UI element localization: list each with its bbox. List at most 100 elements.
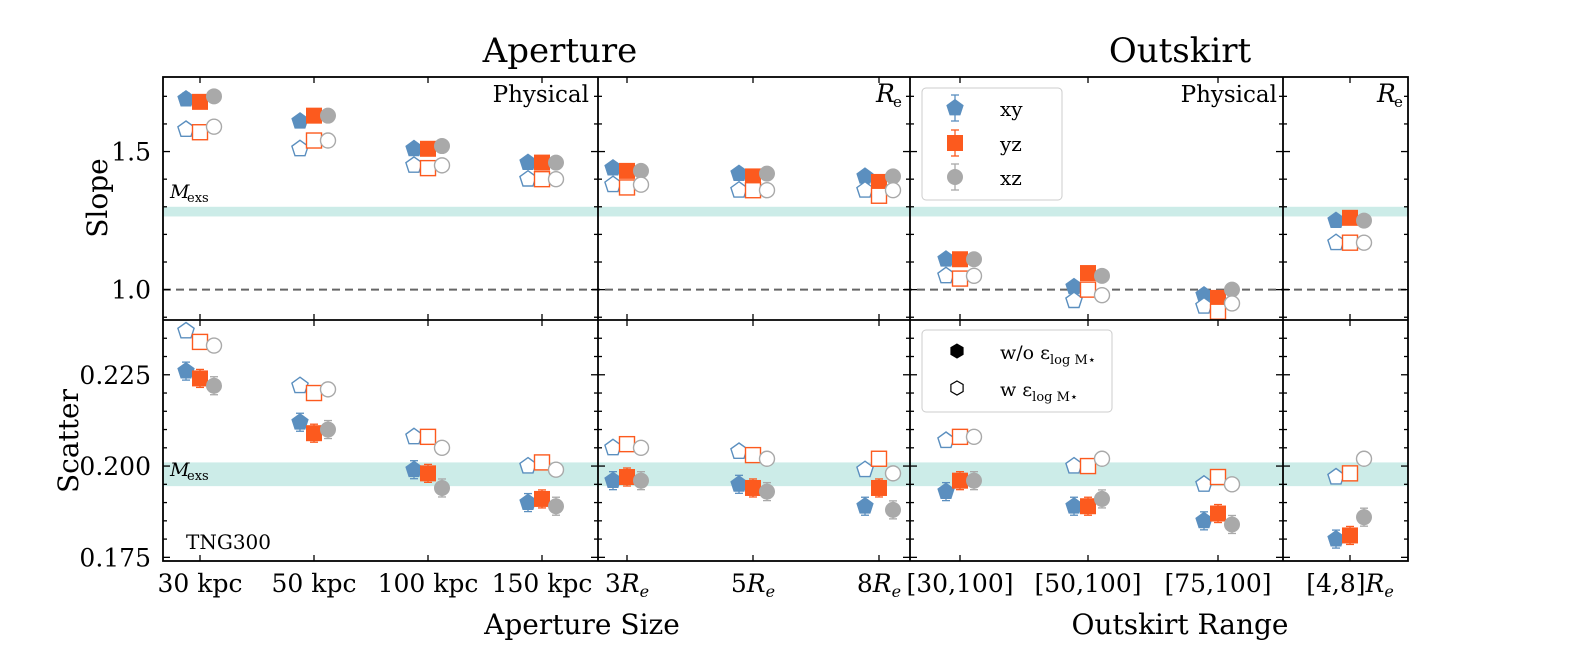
marker-slope-xy-without-err <box>177 89 195 107</box>
y-tick-label-scatter: 0.225 <box>79 361 151 390</box>
marker-scatter-xz-with-err <box>547 461 565 478</box>
x-tick-label: 5Re <box>731 569 775 601</box>
marker-scatter-xz-without-err <box>633 472 649 489</box>
marker-scatter-xz-with-err <box>632 439 650 457</box>
mexs-label-slope: M exs <box>169 181 209 206</box>
marker-slope-xz-with-err <box>884 182 902 199</box>
x-tick-label: 50 kpc <box>272 569 357 598</box>
marker-scatter-yz-with-err <box>870 450 888 467</box>
marker-slope-yz-with-err <box>618 179 636 196</box>
group-title-outskirt: Outskirt <box>1109 31 1252 71</box>
marker-scatter-xy-without-err <box>1327 529 1345 547</box>
marker-scatter-yz-with-err <box>618 435 636 453</box>
marker-scatter-xz-with-err <box>965 428 983 446</box>
marker-scatter-yz-without-err <box>1210 505 1226 522</box>
legend-error: w/o εlog M⋆ w εlog M⋆ <box>921 329 1113 413</box>
marker-scatter-yz-with-err <box>533 454 551 471</box>
marker-slope-xy-with-err <box>177 120 195 138</box>
mexs-band-slope <box>163 206 1408 217</box>
marker-slope-xz-with-err <box>433 157 451 174</box>
row-label-slope: Slope <box>81 158 114 238</box>
marker-slope-xz-without-err <box>759 165 775 182</box>
marker-slope-xz-without-err <box>548 154 564 171</box>
x-tick-label: [30,100] <box>907 569 1014 598</box>
marker-scatter-yz-with-err <box>951 428 969 446</box>
marker-slope-yz-without-err <box>619 162 635 179</box>
marker-slope-yz-without-err <box>1210 289 1226 306</box>
marker-scatter-xz-without-err <box>966 472 982 489</box>
marker-slope-yz-with-err <box>191 124 209 141</box>
marker-slope-xy-with-err <box>937 266 955 284</box>
marker-slope-xz-without-err <box>434 138 450 155</box>
marker-scatter-yz-without-err <box>1342 527 1358 544</box>
marker-scatter-xz-without-err <box>885 501 901 518</box>
marker-slope-yz-without-err <box>192 93 208 110</box>
marker-scatter-xz-with-err <box>884 465 902 482</box>
marker-slope-yz-with-err <box>1209 303 1227 320</box>
axes-outer-frame <box>162 76 1409 562</box>
marker-scatter-xy-with-err <box>291 376 309 394</box>
marker-slope-yz-with-err <box>533 170 551 188</box>
marker-slope-yz-with-err <box>1079 281 1097 298</box>
marker-slope-yz-with-err <box>744 182 762 199</box>
marker-scatter-yz-with-err <box>305 384 323 402</box>
marker-scatter-yz-without-err <box>306 425 322 442</box>
xlabel-outskirt-range: Outskirt Range <box>1071 608 1288 641</box>
marker-slope-xz-without-err <box>206 88 222 105</box>
marker-slope-yz-without-err <box>420 140 436 157</box>
marker-slope-yz-without-err <box>745 168 761 185</box>
marker-scatter-xz-without-err <box>759 483 775 500</box>
marker-slope-xz-with-err <box>758 182 776 199</box>
legend-marker-xz <box>947 169 963 185</box>
xlabel-aperture-size: Aperture Size <box>483 608 680 641</box>
svg-text:M: M <box>169 459 190 481</box>
mexs-label-scatter: M exs <box>169 459 209 484</box>
marker-scatter-xz-with-err <box>205 337 223 354</box>
marker-scatter-xy-without-err <box>1195 511 1213 529</box>
marker-scatter-xy-without-err <box>1065 497 1083 514</box>
marker-slope-yz-without-err <box>1080 265 1096 282</box>
marker-scatter-yz-with-err <box>744 446 762 464</box>
marker-scatter-xy-with-err <box>937 431 955 449</box>
marker-scatter-yz-with-err <box>419 428 437 446</box>
marker-slope-xz-with-err <box>1355 234 1373 251</box>
x-tick-label: [75,100] <box>1165 569 1272 598</box>
marker-scatter-yz-without-err <box>420 465 436 482</box>
marker-slope-xy-without-err <box>730 164 748 181</box>
legend-label-yz: yz <box>999 132 1022 156</box>
marker-scatter-yz-without-err <box>619 469 635 486</box>
x-tick-label: 150 kpc <box>492 569 593 598</box>
marker-scatter-xy-without-err <box>177 361 195 379</box>
panel-label-re-outskirt: R e <box>1376 79 1403 111</box>
marker-slope-xy-with-err <box>856 180 874 198</box>
marker-slope-yz-with-err <box>870 187 888 204</box>
marker-slope-xy-without-err <box>405 139 423 157</box>
x-tick-label: 8Re <box>857 569 901 601</box>
marker-slope-xz-with-err <box>965 267 983 285</box>
marker-slope-xz-without-err <box>966 251 982 268</box>
marker-slope-xy-with-err <box>291 139 309 157</box>
marker-slope-yz-with-err <box>305 132 323 149</box>
marker-scatter-yz-without-err <box>952 472 968 489</box>
panel-label-physical-outskirt: Physical <box>1181 82 1277 108</box>
svg-text:R: R <box>875 79 895 108</box>
marker-scatter-xy-with-err <box>1065 456 1083 474</box>
marker-slope-xy-with-err <box>1327 233 1345 251</box>
marker-slope-xy-without-err <box>937 250 955 267</box>
marker-slope-xy-without-err <box>519 153 537 170</box>
marker-scatter-xy-with-err <box>604 438 622 456</box>
marker-slope-xy-without-err <box>604 158 622 176</box>
marker-slope-xz-with-err <box>632 176 650 193</box>
y-tick-label-slope: 1.0 <box>111 276 151 305</box>
marker-scatter-xy-without-err <box>519 493 537 510</box>
marker-slope-xz-without-err <box>1094 267 1110 284</box>
y-tick-label-scatter: 0.200 <box>79 452 151 481</box>
svg-text:e: e <box>893 93 902 111</box>
x-tick-label: [4,8]Re <box>1306 569 1394 601</box>
marker-slope-xz-without-err <box>633 162 649 179</box>
marker-scatter-xz-with-err <box>758 450 776 467</box>
legend-marker-xy <box>946 98 964 116</box>
marker-scatter-xy-with-err <box>730 442 748 459</box>
marker-scatter-xy-with-err <box>177 321 195 339</box>
